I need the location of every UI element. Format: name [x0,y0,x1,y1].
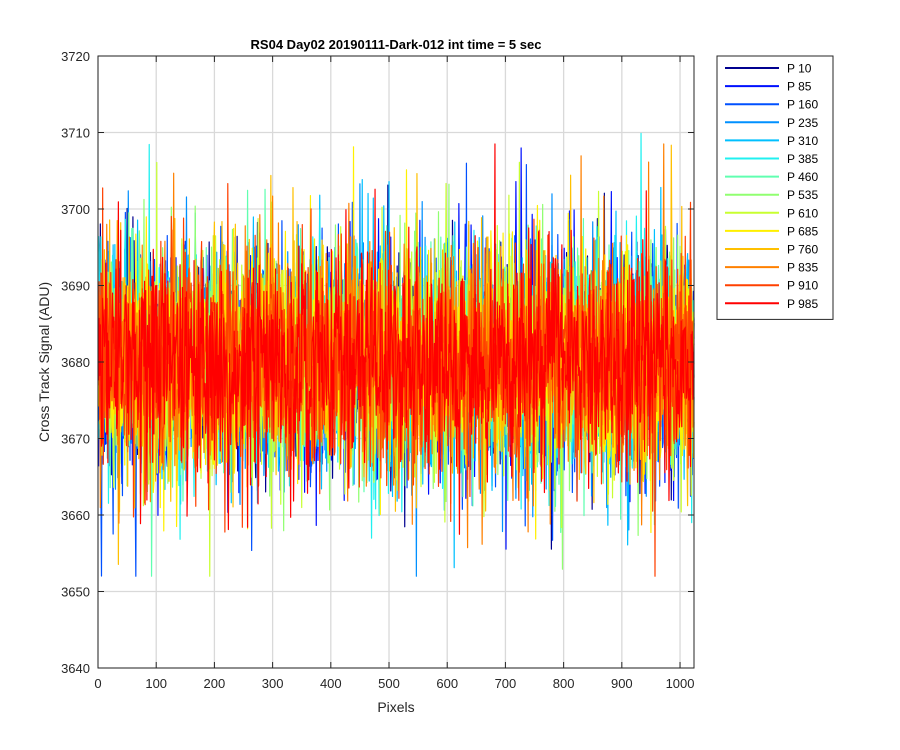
y-tick-label: 3660 [61,508,90,523]
x-tick-label: 200 [204,676,226,691]
legend-item: P 160 [725,98,818,112]
series-layer [97,132,695,577]
legend-item: P 985 [725,297,818,311]
y-axis-label: Cross Track Signal (ADU) [36,282,52,442]
x-tick-label: 900 [611,676,633,691]
legend-item: P 460 [725,170,818,184]
legend-item: P 685 [725,224,818,238]
legend-item: P 85 [725,80,812,94]
x-tick-label: 1000 [666,676,695,691]
y-tick-label: 3670 [61,432,90,447]
x-tick-label: 700 [495,676,517,691]
ticks: 0 100 200 300 400 500 600 700 800 900 1000 3640 3650… [61,49,694,691]
y-tick-label: 3690 [61,279,90,294]
y-tick-label: 3640 [61,661,90,676]
legend: P 10 P 85 P 160 P 235 P 310 P 385 P 460 P 535 P … [716,55,834,320]
legend-box [716,55,834,320]
y-tick-label: 3650 [61,585,90,600]
legend-label: P 85 [787,80,812,94]
legend-label: P 535 [787,188,818,202]
legend-label: P 610 [787,206,818,220]
legend-label: P 310 [787,134,818,148]
legend-label: P 835 [787,261,818,275]
legend-label: P 385 [787,152,818,166]
y-tick-label: 3700 [61,202,90,217]
x-tick-label: 0 [94,676,101,691]
legend-label: P 685 [787,224,818,238]
series-line-p-985 [97,143,695,535]
y-tick-label: 3720 [61,49,90,64]
chart-title: RS04 Day02 20190111-Dark-012 int time = … [251,37,542,52]
legend-item: P 535 [725,188,818,202]
legend-item: P 385 [725,152,818,166]
legend-label: P 160 [787,98,818,112]
legend-label: P 985 [787,297,818,311]
y-tick-label: 3710 [61,126,90,141]
legend-item: P 10 [725,62,812,76]
y-tick-label: 3680 [61,355,90,370]
x-axis-label: Pixels [377,699,414,715]
legend-label: P 235 [787,116,818,130]
legend-label: P 910 [787,279,818,293]
legend-item: P 910 [725,279,818,293]
legend-item: P 235 [725,116,818,130]
legend-label: P 760 [787,243,818,257]
x-tick-label: 400 [320,676,342,691]
legend-item: P 610 [725,206,818,220]
x-tick-label: 100 [145,676,167,691]
x-tick-label: 300 [262,676,284,691]
legend-item: P 760 [725,243,818,257]
legend-label: P 460 [787,170,818,184]
legend-label: P 10 [787,62,812,76]
legend-item: P 835 [725,261,818,275]
x-tick-label: 500 [378,676,400,691]
legend-item: P 310 [725,134,818,148]
x-tick-label: 800 [553,676,575,691]
x-tick-label: 600 [436,676,458,691]
